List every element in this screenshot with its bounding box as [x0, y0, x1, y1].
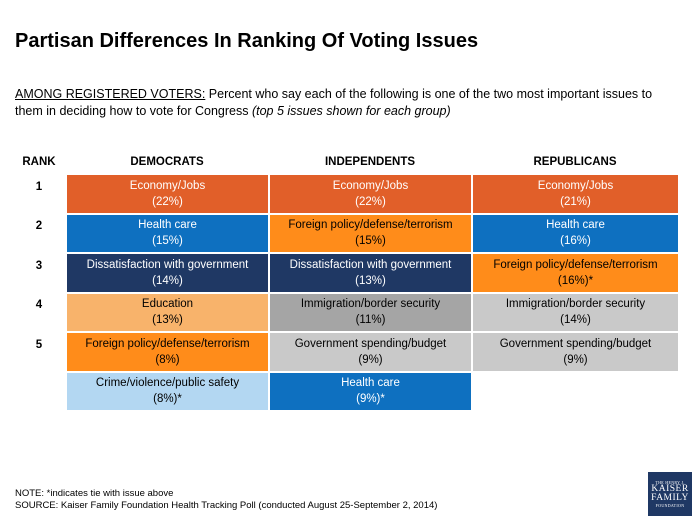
democrats-header: DEMOCRATS [130, 156, 204, 168]
issue-percent: (9%) [358, 353, 383, 366]
kff-logo: THE HENRY J. KAISER FAMILY FOUNDATION [648, 472, 692, 516]
issue-label: Health care [138, 219, 197, 232]
footer-source: SOURCE: Kaiser Family Foundation Health … [15, 500, 438, 511]
chart-title: Partisan Differences In Ranking Of Votin… [15, 30, 479, 52]
issue-cell: Government spending/budget (9%) [269, 332, 472, 372]
issue-cell: Health care (9%)* [269, 371, 472, 411]
issue-cell: Economy/Jobs (22%) [269, 174, 472, 214]
issue-percent: (8%) [155, 353, 180, 366]
issue-percent: (11%) [355, 314, 386, 327]
issue-percent: (13%) [355, 274, 386, 287]
subtitle-body: Percent who say each of the following is… [15, 87, 653, 118]
issue-cell: Dissatisfaction with government (13%) [269, 253, 472, 293]
issue-cell: Foreign policy/defense/terrorism (8%) [66, 332, 269, 372]
issue-cell: Dissatisfaction with government (14%) [66, 253, 269, 293]
chart-subtitle: AMONG REGISTERED VOTERS: Percent who say… [15, 86, 683, 120]
issue-cell: Immigration/border security (14%) [472, 292, 679, 332]
issue-percent: (22%) [152, 195, 183, 208]
logo-line: FOUNDATION [655, 502, 685, 508]
issue-percent: (13%) [152, 314, 183, 327]
independents-header: INDEPENDENTS [324, 156, 416, 168]
footer: NOTE: *indicates tie with issue above SO… [15, 488, 437, 512]
logo-line: KAISER [651, 483, 689, 494]
issue-cell: Immigration/border security (11%) [269, 292, 472, 332]
issue-label: Government spending/budget [294, 337, 447, 350]
issue-percent: (9%) [563, 353, 588, 366]
issue-label: Crime/violence/public safety [95, 377, 240, 390]
logo-line: FAMILY [651, 493, 689, 503]
issue-cell: Health care (16%) [472, 213, 679, 253]
issue-percent: (14%) [560, 314, 591, 327]
issue-label: Foreign policy/defense/terrorism [85, 337, 250, 350]
rank-label: 4 [35, 299, 43, 311]
issue-cell: Health care (15%) [66, 213, 269, 253]
rank-label: 1 [35, 181, 43, 193]
issue-label: Health care [341, 377, 400, 390]
issue-percent: (16%) [560, 235, 591, 248]
issue-cell: Crime/violence/public safety (8%)* [66, 371, 269, 411]
issue-percent: (16%)* [557, 274, 594, 287]
issue-label: Economy/Jobs [129, 179, 206, 192]
issue-label: Immigration/border security [505, 298, 646, 311]
subtitle-lead: AMONG REGISTERED VOTERS: [15, 87, 206, 101]
rank-label: 5 [35, 339, 43, 351]
issue-cell: Government spending/budget (9%) [472, 332, 679, 372]
issue-label: Foreign policy/defense/terrorism [288, 219, 453, 232]
issue-label: Dissatisfaction with government [86, 258, 249, 271]
issue-percent: (8%)* [153, 393, 182, 406]
issue-cell: Economy/Jobs (21%) [472, 174, 679, 214]
issue-percent: (14%) [152, 274, 183, 287]
issue-cell: Foreign policy/defense/terrorism (15%) [269, 213, 472, 253]
issue-label: Economy/Jobs [332, 179, 409, 192]
issue-label: Economy/Jobs [537, 179, 614, 192]
issue-percent: (15%) [355, 235, 386, 248]
issue-cell: Foreign policy/defense/terrorism (16%)* [472, 253, 679, 293]
issue-percent: (22%) [355, 195, 386, 208]
issue-label: Health care [546, 219, 605, 232]
rank-label: 3 [35, 260, 43, 272]
rank-label: 2 [35, 220, 43, 232]
issue-label: Dissatisfaction with government [289, 258, 452, 271]
issue-label: Immigration/border security [300, 298, 441, 311]
issue-cell: Economy/Jobs (22%) [66, 174, 269, 214]
republicans-header: REPUBLICANS [533, 156, 617, 168]
issue-label: Government spending/budget [499, 337, 652, 350]
subtitle-note: (top 5 issues shown for each group) [251, 104, 451, 118]
issue-percent: (21%) [560, 195, 591, 208]
logo-line: THE HENRY J. [655, 479, 685, 485]
rank-header: RANK [22, 156, 56, 168]
issue-percent: (15%) [152, 235, 183, 248]
issue-percent: (9%)* [356, 393, 385, 406]
issue-label: Education [141, 298, 194, 311]
issue-label: Foreign policy/defense/terrorism [493, 258, 658, 271]
issue-cell: Education (13%) [66, 292, 269, 332]
footer-note: NOTE: *indicates tie with issue above [15, 488, 174, 499]
